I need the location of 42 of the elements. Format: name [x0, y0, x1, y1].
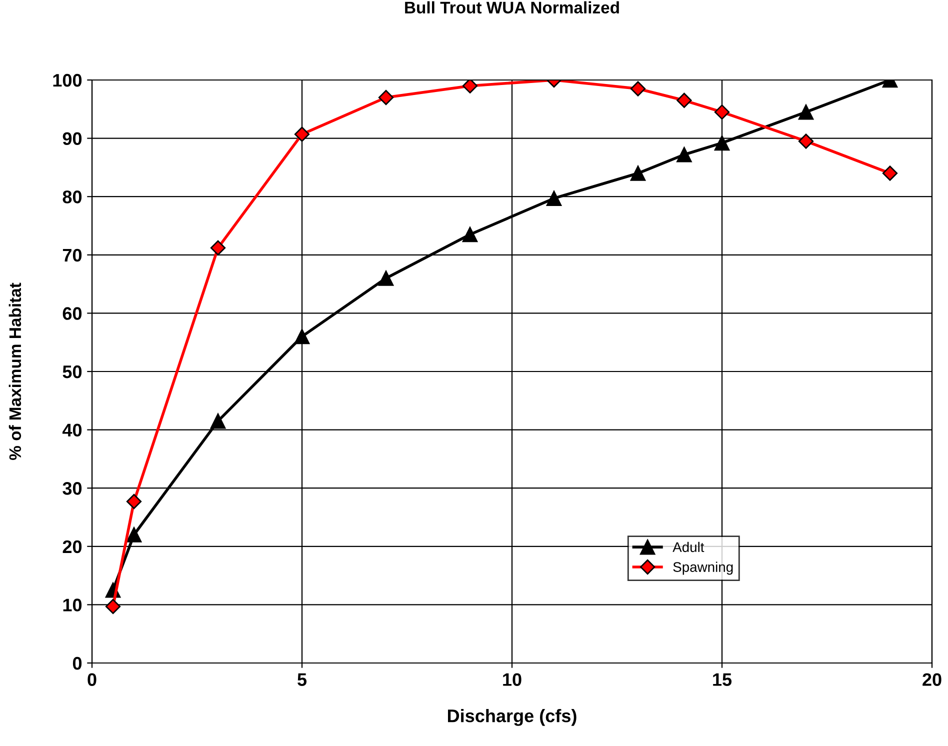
y-tick-label: 90	[62, 132, 82, 146]
x-tick-label: 10	[503, 673, 522, 686]
point	[210, 240, 226, 256]
point	[630, 166, 646, 181]
y-tick-label: 30	[62, 482, 82, 495]
x-tick-label: 0	[88, 673, 96, 686]
point	[546, 190, 562, 206]
y-tick-label: 80	[62, 190, 82, 204]
x-tick-label: 5	[298, 673, 307, 686]
point	[676, 92, 692, 108]
point	[294, 126, 310, 142]
point	[462, 226, 478, 242]
x-axis-title: Discharge (cfs)	[448, 709, 576, 726]
point	[210, 413, 226, 429]
point	[798, 104, 814, 120]
y-tick-label: 10	[63, 598, 82, 612]
y-tick-label: 100	[53, 74, 82, 87]
point	[714, 135, 730, 151]
legend-label: Adult	[672, 542, 704, 552]
point	[378, 270, 394, 286]
point	[714, 104, 730, 120]
y-tick-label: 70	[62, 248, 82, 262]
y-tick-label: 50	[62, 365, 82, 378]
point	[126, 527, 142, 542]
point	[294, 328, 310, 344]
y-axis-title: % of Maximum Habitat	[8, 282, 22, 460]
point	[630, 81, 646, 96]
point	[676, 146, 692, 162]
x-tick-label: 15	[713, 673, 732, 686]
point	[126, 494, 142, 510]
y-tick-label: 40	[62, 424, 82, 437]
point	[105, 598, 121, 614]
point	[798, 134, 814, 149]
point	[378, 90, 394, 106]
y-tick-label: 60	[62, 307, 82, 320]
x-tick-label: 20	[922, 673, 942, 686]
point	[462, 80, 478, 94]
legend-label: Spawning	[673, 562, 733, 575]
y-tick-label: 20	[62, 540, 82, 554]
point	[882, 166, 898, 181]
y-tick-label: 0	[72, 656, 82, 670]
chart-title: Bull Trout WUA Normalized	[405, 1, 619, 14]
